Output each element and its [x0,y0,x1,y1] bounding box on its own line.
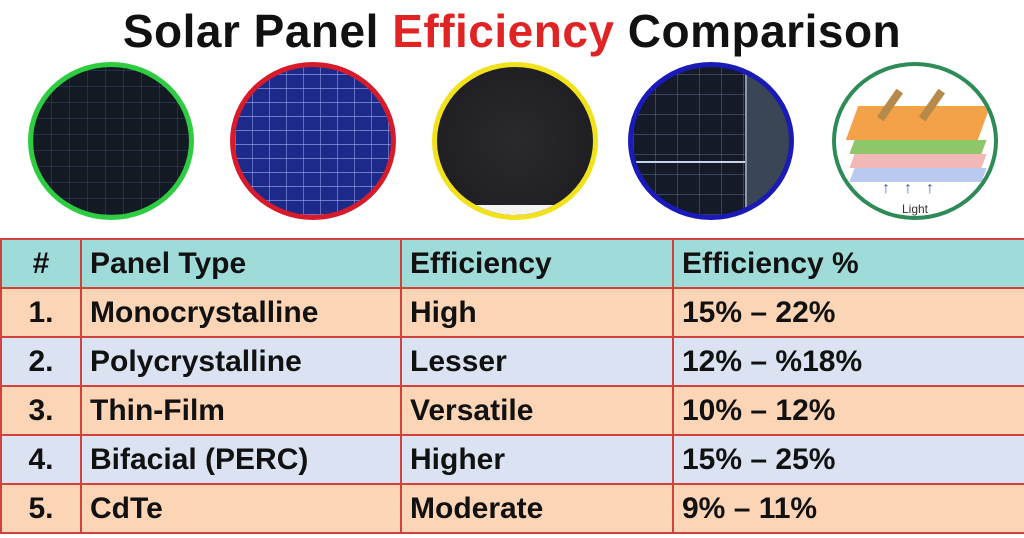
row-num: 3. [0,385,82,436]
row-panel-type: Monocrystalline [80,287,402,338]
header-panel-type: Panel Type [80,238,402,289]
table-header-row: # Panel Type Efficiency Efficiency % [0,238,1024,289]
row-efficiency: Versatile [400,385,674,436]
bifacial-panel-image [628,62,794,220]
row-panel-type: Thin-Film [80,385,402,436]
row-efficiency-percent: 15% – 25% [672,434,1024,485]
row-num: 4. [0,434,82,485]
monocrystalline-panel-image [28,62,194,220]
light-arrows-icon: ↑↑↑ [882,180,948,197]
thin-film-panel-image [432,62,598,220]
title-accent: Efficiency [392,5,615,57]
title-part-2: Comparison [627,5,902,57]
table-row: 3. Thin-Film Versatile 10% – 12% [0,385,1024,436]
header-num: # [0,238,82,289]
row-efficiency: Lesser [400,336,674,387]
polycrystalline-panel-image [230,62,396,220]
efficiency-table: # Panel Type Efficiency Efficiency % 1. … [0,238,1024,534]
row-efficiency-percent: 15% – 22% [672,287,1024,338]
row-efficiency-percent: 9% – 11% [672,483,1024,534]
row-efficiency: Higher [400,434,674,485]
light-label: Light [901,202,929,216]
row-efficiency-percent: 12% – %18% [672,336,1024,387]
cdte-layer-diagram-image: ↑↑↑ Light [832,62,998,220]
row-efficiency: Moderate [400,483,674,534]
row-efficiency: High [400,287,674,338]
header-efficiency: Efficiency [400,238,674,289]
row-num: 2. [0,336,82,387]
row-num: 1. [0,287,82,338]
table-row: 5. CdTe Moderate 9% – 11% [0,483,1024,534]
row-panel-type: Bifacial (PERC) [80,434,402,485]
table-row: 2. Polycrystalline Lesser 12% – %18% [0,336,1024,387]
row-panel-type: Polycrystalline [80,336,402,387]
title-part-1: Solar Panel [122,5,379,57]
table-row: 4. Bifacial (PERC) Higher 15% – 25% [0,434,1024,485]
page-title: Solar Panel Efficiency Comparison [0,4,1024,58]
row-efficiency-percent: 10% – 12% [672,385,1024,436]
row-panel-type: CdTe [80,483,402,534]
table-row: 1. Monocrystalline High 15% – 22% [0,287,1024,338]
row-num: 5. [0,483,82,534]
header-efficiency-percent: Efficiency % [672,238,1024,289]
